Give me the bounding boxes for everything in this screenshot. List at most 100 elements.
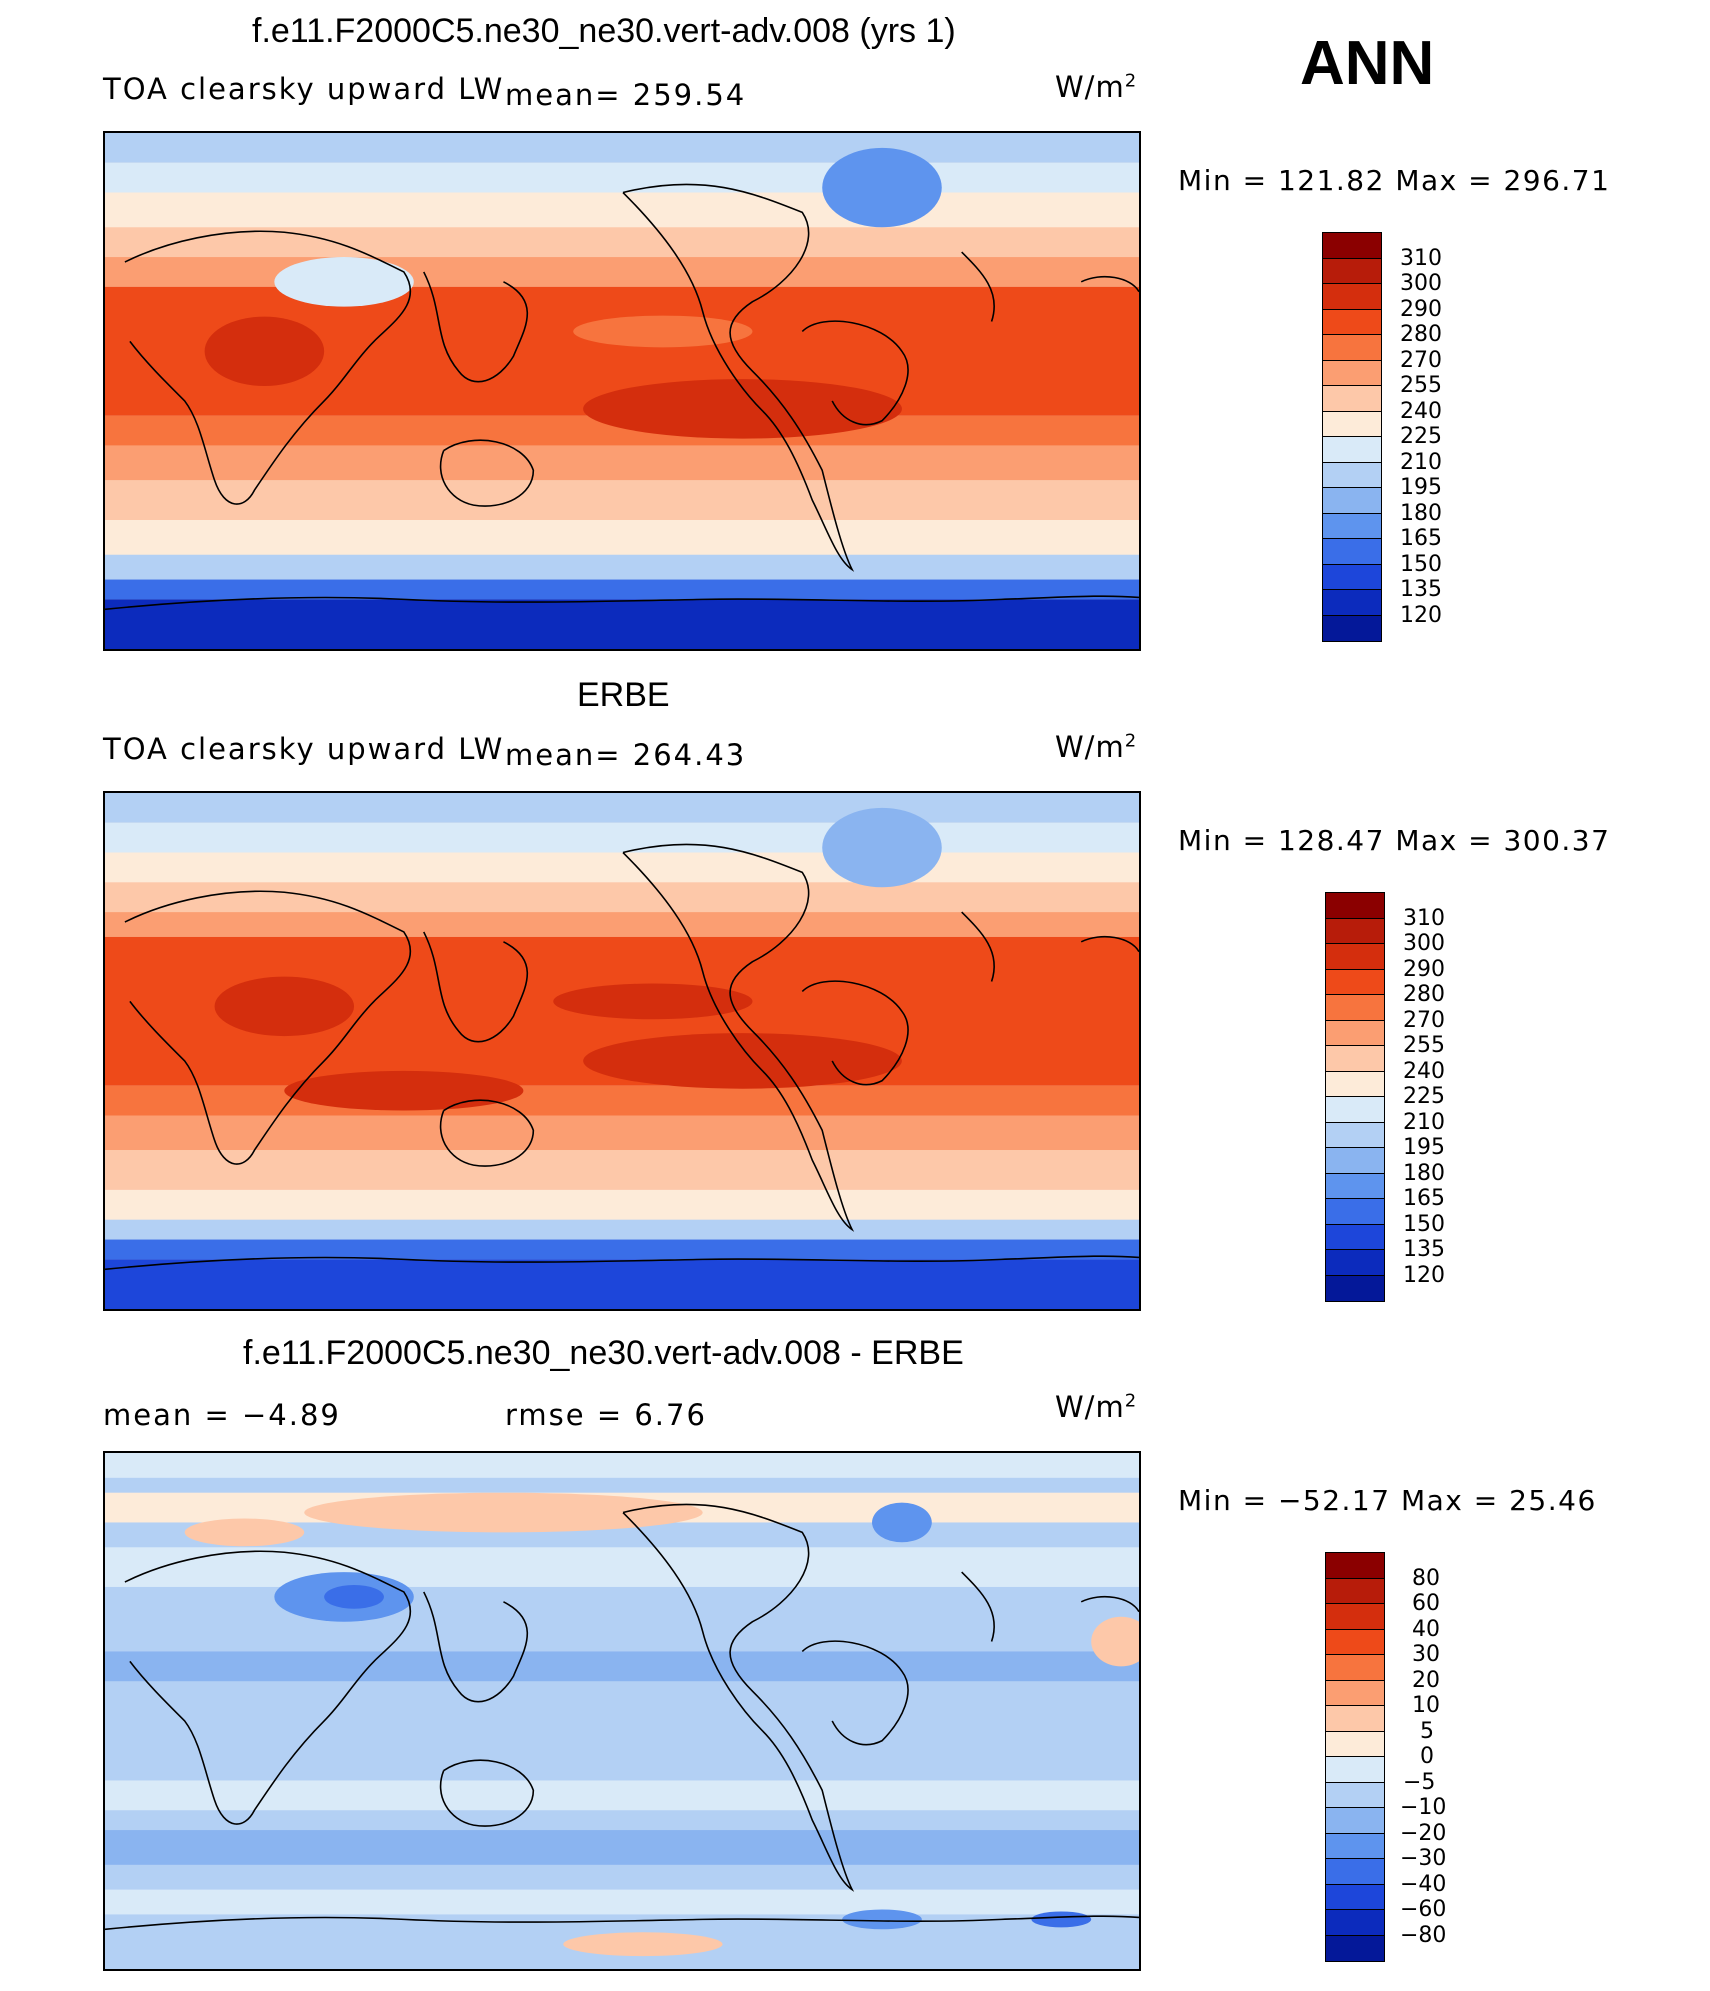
colorbar-tick-label: 5 [1420, 1719, 1434, 1744]
colorbar-segment [1326, 969, 1384, 995]
colorbar-segment [1326, 1629, 1384, 1655]
panel-3-units: W/m2 [1055, 1390, 1138, 1424]
colorbar-segment [1326, 1224, 1384, 1250]
colorbar-segment [1326, 1553, 1384, 1579]
colorbar-tick-label: 195 [1400, 475, 1442, 500]
colorbar-segment [1323, 309, 1381, 335]
colorbar-segment [1326, 1173, 1384, 1199]
colorbar-tick-label: −5 [1403, 1770, 1436, 1795]
colorbar-segment [1326, 995, 1384, 1021]
colorbar-tick-label: −20 [1400, 1821, 1447, 1846]
colorbar-tick-label: −10 [1400, 1795, 1447, 1820]
panel-2-colorbar [1325, 892, 1385, 1302]
colorbar-tick-label: 80 [1412, 1566, 1440, 1591]
colorbar-segment [1326, 1122, 1384, 1148]
colorbar-tick-label: 135 [1400, 577, 1442, 602]
colorbar-segment [1326, 1680, 1384, 1706]
colorbar-tick-label: 310 [1403, 906, 1445, 931]
panel-2-mean-label: mean= 264.43 [505, 738, 747, 772]
colorbar-tick-label: 165 [1400, 526, 1442, 551]
colorbar-tick-label: 210 [1403, 1110, 1445, 1135]
season-label: ANN [1300, 29, 1435, 98]
colorbar-tick-label: 120 [1400, 603, 1442, 628]
colorbar-tick-label: 180 [1400, 501, 1442, 526]
colorbar-tick-label: 255 [1400, 373, 1442, 398]
colorbar-tick-label: 30 [1412, 1642, 1440, 1667]
colorbar-segment [1326, 893, 1384, 919]
panel-3-colorbar [1325, 1552, 1385, 1962]
colorbar-segment [1326, 1199, 1384, 1225]
colorbar-segment [1323, 386, 1381, 412]
colorbar-segment [1323, 437, 1381, 463]
colorbar-tick-label: 225 [1403, 1084, 1445, 1109]
colorbar-segment [1326, 1884, 1384, 1910]
colorbar-tick-label: 290 [1400, 297, 1442, 322]
colorbar-tick-label: 280 [1400, 322, 1442, 347]
colorbar-tick-label: 240 [1403, 1059, 1445, 1084]
colorbar-segment [1326, 1020, 1384, 1046]
colorbar-tick-label: −30 [1400, 1846, 1447, 1871]
colorbar-tick-label: 120 [1403, 1263, 1445, 1288]
panel-1-title: f.e11.F2000C5.ne30_ne30.vert-adv.008 (yr… [252, 12, 956, 50]
panel-1-colorbar [1322, 232, 1382, 642]
colorbar-segment [1323, 615, 1381, 641]
colorbar-tick-label: 20 [1412, 1668, 1440, 1693]
panel-2-map-svg [105, 793, 1139, 1309]
colorbar-tick-label: −40 [1400, 1872, 1447, 1897]
colorbar-tick-label: 165 [1403, 1186, 1445, 1211]
panel-2-map [103, 791, 1141, 1311]
colorbar-tick-label: 310 [1400, 246, 1442, 271]
colorbar-tick-label: 150 [1400, 552, 1442, 577]
colorbar-segment [1326, 1910, 1384, 1936]
colorbar-segment [1323, 488, 1381, 514]
colorbar-tick-label: −80 [1400, 1923, 1447, 1948]
colorbar-tick-label: 270 [1403, 1008, 1445, 1033]
panel-1-map [103, 131, 1141, 651]
panel-2-units: W/m2 [1055, 730, 1138, 764]
colorbar-tick-label: 195 [1403, 1135, 1445, 1160]
colorbar-segment [1323, 233, 1381, 259]
colorbar-segment [1323, 539, 1381, 565]
colorbar-segment [1326, 1655, 1384, 1681]
colorbar-segment [1326, 1578, 1384, 1604]
panel-1-map-svg [105, 133, 1139, 649]
colorbar-segment [1326, 918, 1384, 944]
colorbar-segment [1323, 564, 1381, 590]
colorbar-tick-label: 210 [1400, 450, 1442, 475]
colorbar-tick-label: 290 [1403, 957, 1445, 982]
panel-1-min-max: Min = 121.82 Max = 296.71 [1178, 164, 1611, 197]
colorbar-segment [1323, 513, 1381, 539]
colorbar-tick-label: 300 [1400, 271, 1442, 296]
colorbar-segment [1326, 1757, 1384, 1783]
colorbar-segment [1326, 1833, 1384, 1859]
colorbar-tick-label: 135 [1403, 1237, 1445, 1262]
colorbar-segment [1326, 1782, 1384, 1808]
colorbar-segment [1326, 1071, 1384, 1097]
colorbar-segment [1326, 944, 1384, 970]
colorbar-segment [1326, 1706, 1384, 1732]
colorbar-segment [1326, 1935, 1384, 1961]
panel-3-mean-label: mean = −4.89 [103, 1398, 341, 1432]
colorbar-segment [1323, 258, 1381, 284]
panel-2-title: ERBE [577, 676, 670, 714]
colorbar-segment [1326, 1731, 1384, 1757]
colorbar-tick-label: 180 [1403, 1161, 1445, 1186]
panel-3-rmse-label: rmse = 6.76 [505, 1398, 707, 1432]
colorbar-segment [1326, 1097, 1384, 1123]
panel-1-units: W/m2 [1055, 70, 1138, 104]
colorbar-tick-label: 0 [1420, 1744, 1434, 1769]
colorbar-segment [1323, 335, 1381, 361]
colorbar-tick-label: −60 [1400, 1897, 1447, 1922]
panel-2-variable-label: TOA clearsky upward LW [103, 732, 505, 766]
colorbar-segment [1326, 1808, 1384, 1834]
panel-1-mean-label: mean= 259.54 [505, 78, 747, 112]
panel-3-min-max: Min = −52.17 Max = 25.46 [1178, 1484, 1597, 1517]
colorbar-segment [1326, 1275, 1384, 1301]
colorbar-segment [1326, 1148, 1384, 1174]
colorbar-segment [1323, 462, 1381, 488]
colorbar-segment [1323, 360, 1381, 386]
panel-3-title: f.e11.F2000C5.ne30_ne30.vert-adv.008 - E… [243, 1334, 964, 1372]
colorbar-tick-label: 240 [1400, 399, 1442, 424]
colorbar-tick-label: 225 [1400, 424, 1442, 449]
colorbar-segment [1323, 284, 1381, 310]
